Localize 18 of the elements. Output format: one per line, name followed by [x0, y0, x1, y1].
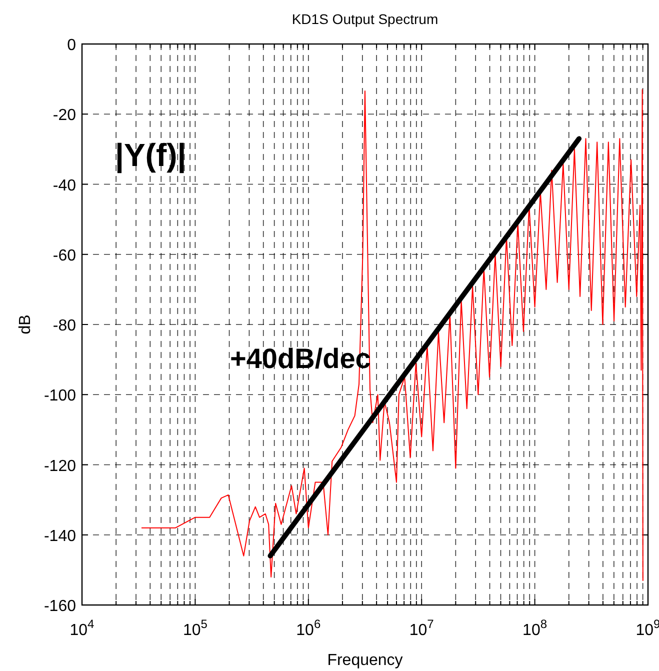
chart-title: KD1S Output Spectrum: [292, 11, 438, 27]
x-tick-label: 10$^{6}$: [296, 617, 321, 639]
y-axis-title: dB: [17, 314, 34, 334]
y-tick-label: -140: [44, 528, 76, 545]
y-tick-label: -100: [44, 388, 76, 405]
x-tick-label: 10$^{7}$: [409, 617, 434, 639]
x-tick-label: 10$^{5}$: [182, 617, 208, 639]
y-tick-label: -160: [44, 598, 76, 615]
y-tick-label: -120: [44, 458, 76, 475]
y-tick-label: -80: [52, 318, 76, 334]
x-tick-label: 10$^{8}$: [522, 617, 548, 639]
y-tick-label: -60: [52, 247, 76, 264]
x-axis-title: Frequency: [327, 652, 403, 669]
y-tick-label: -40: [52, 177, 76, 194]
y-tick-label: 0: [67, 37, 76, 54]
x-tick-label: 10$^{4}$: [70, 617, 95, 639]
annotation: |Y(f)|: [115, 137, 186, 174]
y-tick-label: -20: [52, 107, 76, 124]
